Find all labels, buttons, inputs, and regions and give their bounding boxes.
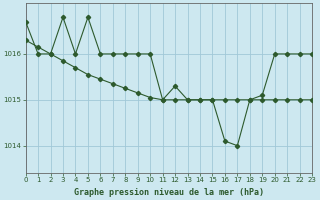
X-axis label: Graphe pression niveau de la mer (hPa): Graphe pression niveau de la mer (hPa) — [74, 188, 264, 197]
